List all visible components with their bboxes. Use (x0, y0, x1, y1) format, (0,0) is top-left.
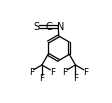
Text: F: F (49, 67, 54, 77)
Text: F: F (29, 67, 34, 77)
Text: S: S (33, 22, 39, 32)
Text: F: F (62, 67, 67, 77)
Text: F: F (83, 67, 88, 77)
Text: N: N (57, 22, 64, 32)
Text: F: F (39, 74, 44, 83)
Text: C: C (45, 22, 52, 32)
Text: F: F (72, 74, 77, 83)
